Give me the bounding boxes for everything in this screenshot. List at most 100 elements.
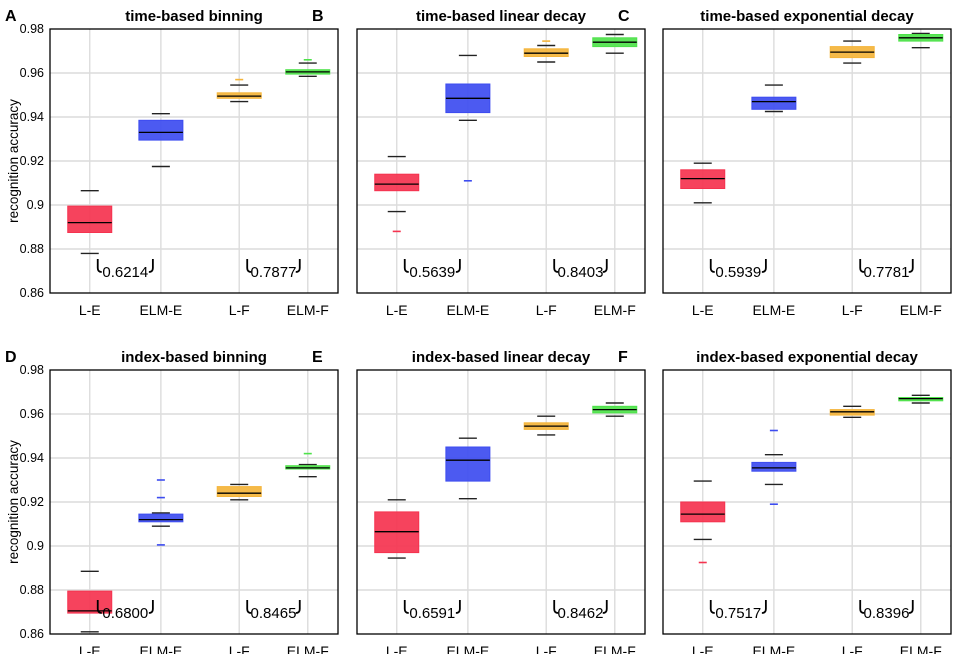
panel-title: time-based linear decay	[416, 8, 587, 25]
x-category-label: ELM-E	[139, 302, 182, 318]
panel-title: index-based exponential decay	[696, 349, 918, 366]
y-tick-label: 0.92	[20, 495, 44, 509]
x-category-label: L-F	[842, 643, 863, 654]
x-category-label: ELM-E	[752, 643, 795, 654]
plot-frame	[49, 28, 339, 294]
panel-letter: B	[312, 8, 324, 25]
bracket-right	[761, 600, 767, 614]
plot-frame	[662, 369, 952, 635]
panel-title: time-based binning	[125, 8, 263, 25]
p-value-label: 0.5939	[715, 264, 761, 281]
box-l-e	[680, 501, 726, 523]
box-elm-e	[445, 446, 491, 482]
bracket-right	[761, 259, 767, 273]
bracket-left	[553, 600, 559, 614]
x-category-label: L-E	[79, 643, 101, 654]
panel-a: 0.86 0.88 0.9 0.92 0.94 0.96 0.98 recognition a…	[5, 8, 339, 318]
panel-title: time-based exponential decay	[700, 8, 914, 25]
panel-letter: F	[618, 349, 628, 366]
panel-letter: A	[5, 8, 17, 25]
panel-letter: C	[618, 8, 630, 25]
p-value-label: 0.8465	[251, 605, 297, 622]
box-l-e	[67, 590, 113, 614]
y-axis-label: recognition accuracy	[6, 440, 21, 564]
bracket-left	[859, 600, 865, 614]
x-category-label: L-F	[842, 302, 863, 318]
panel-letter: E	[312, 349, 323, 366]
y-tick-label: 0.9	[27, 198, 44, 212]
bracket-left	[403, 600, 409, 614]
y-tick-label: 0.86	[20, 627, 44, 641]
x-category-label: ELM-F	[594, 643, 636, 654]
y-tick-label: 0.92	[20, 154, 44, 168]
y-tick-label: 0.96	[20, 407, 44, 421]
x-category-label: ELM-E	[139, 643, 182, 654]
p-value-label: 0.8396	[864, 605, 910, 622]
y-tick-label: 0.94	[20, 110, 44, 124]
bracket-right	[455, 259, 461, 273]
bracket-right	[908, 600, 914, 614]
box-elm-e	[751, 461, 797, 472]
panel-title: index-based binning	[121, 349, 267, 366]
bracket-right	[602, 259, 608, 273]
x-category-label: L-E	[692, 643, 714, 654]
bracket-right	[455, 600, 461, 614]
p-value-label: 0.7781	[864, 264, 910, 281]
y-tick-label: 0.86	[20, 286, 44, 300]
x-category-label: L-F	[536, 643, 557, 654]
p-value-label: 0.7877	[251, 264, 297, 281]
p-value-label: 0.6214	[102, 264, 148, 281]
y-tick-label: 0.9	[27, 539, 44, 553]
x-category-label: ELM-F	[900, 643, 942, 654]
x-category-label: L-F	[229, 302, 250, 318]
x-category-label: ELM-F	[287, 643, 329, 654]
y-tick-label: 0.88	[20, 583, 44, 597]
box-l-e	[67, 205, 113, 234]
x-category-label: L-F	[536, 302, 557, 318]
plot-frame	[49, 369, 339, 635]
y-axis-label: recognition accuracy	[6, 99, 21, 223]
bracket-left	[709, 259, 715, 273]
x-category-label: ELM-F	[287, 302, 329, 318]
p-value-label: 0.8403	[558, 264, 604, 281]
y-tick-label: 0.88	[20, 242, 44, 256]
p-value-label: 0.5639	[409, 264, 455, 281]
box-elm-e	[751, 96, 797, 110]
p-value-label: 0.6591	[409, 605, 455, 622]
bracket-left	[246, 600, 252, 614]
x-category-label: ELM-E	[446, 302, 489, 318]
bracket-right	[908, 259, 914, 273]
x-category-label: L-E	[386, 643, 408, 654]
p-value-label: 0.8462	[558, 605, 604, 622]
box-l-f	[216, 486, 262, 498]
x-category-label: ELM-E	[752, 302, 795, 318]
x-category-label: ELM-F	[594, 302, 636, 318]
bracket-left	[246, 259, 252, 273]
bracket-left	[859, 259, 865, 273]
panel-letter: D	[5, 349, 17, 366]
bracket-left	[709, 600, 715, 614]
bracket-right	[602, 600, 608, 614]
plot-frame	[356, 369, 646, 635]
y-tick-label: 0.98	[20, 22, 44, 36]
p-value-label: 0.7517	[715, 605, 761, 622]
bracket-right	[148, 600, 154, 614]
bracket-left	[553, 259, 559, 273]
bracket-right	[148, 259, 154, 273]
x-category-label: L-E	[79, 302, 101, 318]
box-elm-e	[138, 513, 184, 523]
bracket-left	[96, 259, 102, 273]
x-category-label: ELM-E	[446, 643, 489, 654]
x-category-label: L-F	[229, 643, 250, 654]
x-category-label: L-E	[692, 302, 714, 318]
plot-frame	[662, 28, 952, 294]
y-tick-label: 0.98	[20, 363, 44, 377]
bracket-left	[96, 600, 102, 614]
box-elm-e	[138, 119, 184, 141]
p-value-label: 0.6800	[102, 605, 148, 622]
bracket-right	[295, 259, 301, 273]
